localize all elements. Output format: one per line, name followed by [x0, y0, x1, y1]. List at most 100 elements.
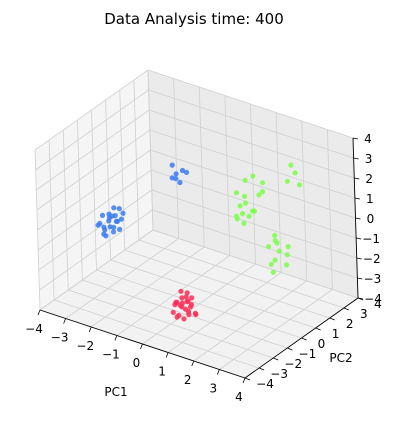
z-tick-label: 2 — [365, 172, 373, 186]
z-tick-label: −3 — [364, 272, 382, 286]
grid-line — [149, 129, 356, 199]
data-point-series-2 — [296, 182, 303, 188]
grid-line — [275, 112, 282, 273]
grid-line — [301, 120, 308, 282]
data-point-series-2 — [270, 269, 276, 275]
z-tick-label: 0 — [367, 212, 375, 226]
data-point-series-2 — [283, 262, 290, 268]
data-point-series-1 — [176, 312, 182, 318]
data-point-series-2 — [250, 173, 256, 179]
data-point-series-0 — [183, 169, 190, 175]
z-tick — [354, 177, 360, 180]
data-point-series-2 — [274, 240, 280, 246]
data-point-series-0 — [173, 176, 179, 182]
data-point-series-0 — [109, 213, 115, 219]
z-tick-label: −2 — [363, 252, 381, 266]
data-point-series-1 — [193, 311, 199, 318]
x-tick — [165, 352, 169, 358]
data-point-series-0 — [99, 212, 106, 218]
data-point-series-1 — [189, 295, 195, 301]
z-tick-label: 1 — [366, 192, 374, 206]
data-point-series-1 — [170, 309, 176, 315]
x-tick — [37, 309, 41, 316]
x-tick-label: 2 — [184, 373, 192, 387]
data-point-series-2 — [284, 252, 290, 258]
x-tick — [217, 369, 220, 375]
grid-line — [119, 89, 126, 251]
data-point-series-2 — [285, 244, 291, 250]
z-tick — [356, 237, 362, 240]
z-tick — [353, 157, 359, 160]
data-point-series-0 — [97, 220, 103, 226]
grid-line — [110, 259, 316, 329]
data-point-series-2 — [241, 220, 247, 226]
grid-line — [147, 69, 154, 231]
z-tick — [352, 137, 359, 140]
grid-line — [124, 249, 330, 319]
data-point-series-2 — [272, 232, 278, 238]
data-point-series-0 — [111, 224, 117, 230]
data-point-series-0 — [114, 218, 121, 224]
grid-line — [147, 69, 354, 139]
y-tick-label: 3 — [360, 307, 368, 321]
grid-line — [37, 149, 151, 231]
y-tick — [329, 317, 335, 321]
data-point-series-2 — [268, 261, 274, 267]
data-point-series-2 — [239, 211, 246, 217]
y-tick — [273, 357, 279, 361]
chart-title: Data Analysis time: 400 — [104, 10, 284, 28]
y-tick-label: −1 — [299, 347, 317, 361]
data-point-series-2 — [292, 170, 298, 176]
data-point-series-0 — [177, 179, 183, 186]
data-point-series-1 — [179, 304, 185, 310]
x-tick — [191, 360, 195, 367]
y-tick — [343, 307, 350, 311]
z-tick-label: −1 — [362, 232, 380, 246]
data-point-series-2 — [259, 189, 266, 195]
y-tick — [301, 337, 307, 341]
data-point-series-0 — [102, 227, 108, 233]
x-tick — [88, 326, 92, 333]
z-tick — [355, 217, 361, 220]
data-point-series-1 — [178, 288, 184, 294]
data-point-series-0 — [118, 216, 124, 222]
grid-line — [219, 289, 333, 370]
x-tick-label: 0 — [133, 356, 141, 370]
y-tick-label: −3 — [270, 367, 288, 381]
grid-line — [150, 149, 356, 219]
grid-line — [326, 129, 333, 290]
data-point-series-0 — [111, 205, 117, 211]
grid-line — [149, 109, 355, 179]
data-point-series-1 — [182, 306, 189, 312]
grid-line — [167, 272, 282, 353]
data-point-series-1 — [183, 294, 189, 300]
x-tick — [242, 377, 246, 384]
y-tick — [258, 367, 265, 371]
chart-grid — [34, 69, 359, 379]
data-point-series-1 — [184, 290, 190, 296]
grid-line — [105, 99, 112, 261]
data-point-series-2 — [246, 213, 252, 219]
data-point-series-1 — [179, 295, 185, 301]
x-tick-label: −2 — [76, 339, 94, 353]
data-point-series-0 — [179, 167, 186, 174]
y-tick-label: 1 — [332, 327, 340, 341]
data-point-series-0 — [120, 210, 126, 216]
x-tick-label: −3 — [51, 331, 69, 345]
grid-line — [34, 69, 149, 151]
data-point-series-1 — [173, 299, 179, 305]
grid-line — [133, 79, 140, 241]
data-point-series-2 — [241, 193, 248, 199]
x-tick — [140, 343, 143, 350]
y-tick-label: 4 — [374, 297, 382, 311]
z-tick — [357, 297, 364, 300]
x-axis-label: PC1 — [104, 385, 127, 399]
data-point-series-0 — [173, 171, 179, 177]
grid-line — [35, 89, 149, 171]
data-point-series-2 — [272, 257, 278, 263]
data-point-series-0 — [101, 231, 107, 237]
y-tick-label: 0 — [318, 337, 326, 351]
data-point-series-2 — [233, 213, 239, 219]
grid-line — [36, 129, 151, 211]
